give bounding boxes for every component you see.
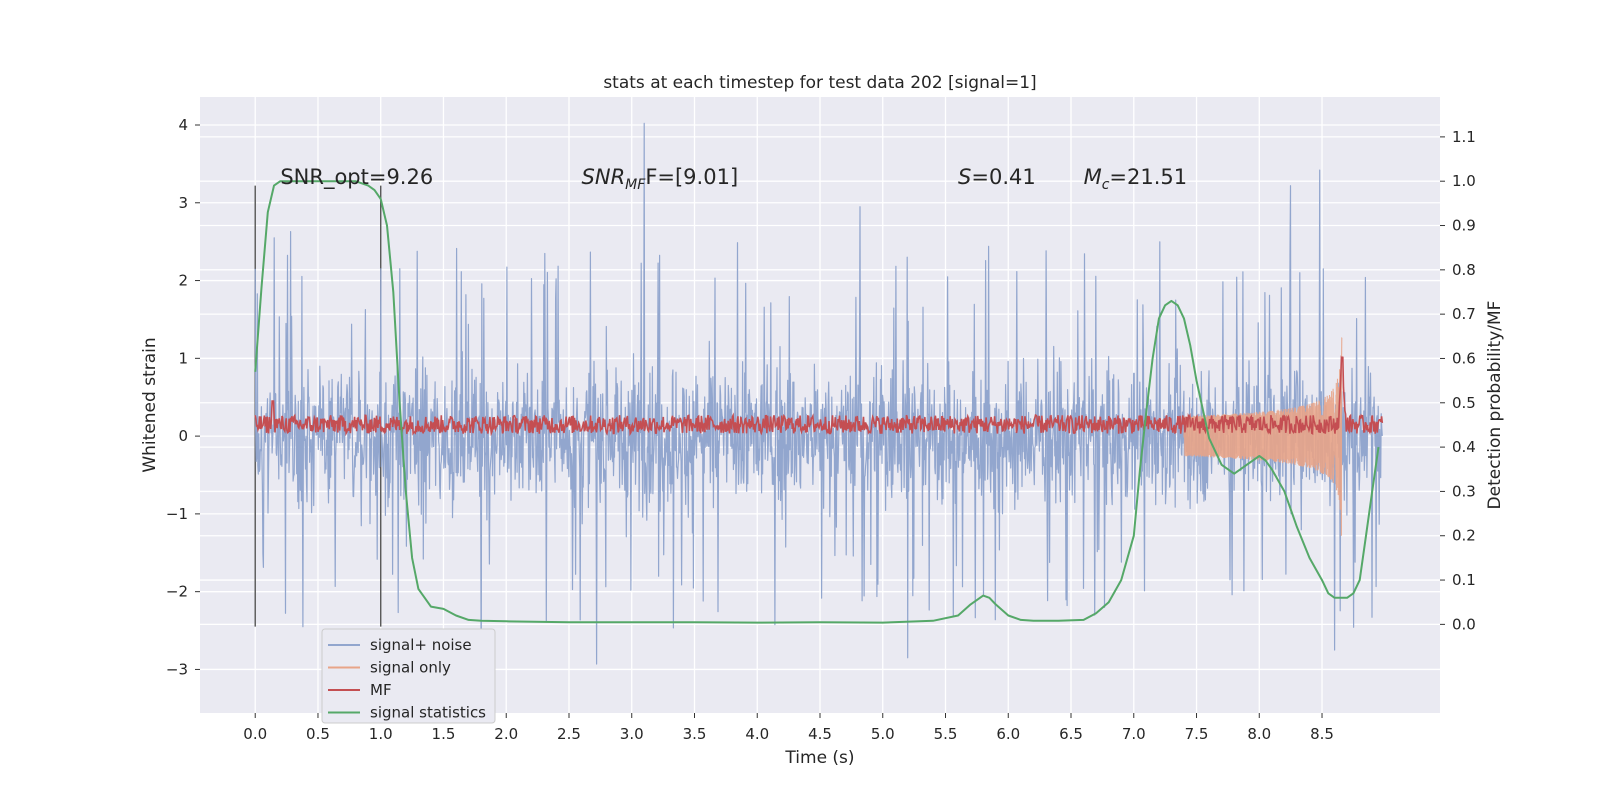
series-signal-statistics (254, 180, 1380, 624)
x-tick-label: 5.5 (934, 725, 958, 743)
annotation-snr-mf: SNRMFF=[9.01] (582, 165, 739, 193)
x-tick-label: 3.0 (620, 725, 644, 743)
x-tick-label: 3.5 (683, 725, 707, 743)
x-tick-label: 6.0 (996, 725, 1020, 743)
series-signal-noise (254, 122, 1383, 686)
x-axis-label: Time (s) (784, 748, 854, 768)
legend-box (321, 628, 496, 724)
y2-tick-label: 0.0 (1452, 615, 1476, 633)
x-tick-label: 2.5 (557, 725, 581, 743)
y-tick-label: −1 (166, 505, 188, 523)
y2-tick-label: 1.1 (1452, 128, 1476, 146)
noise-trace (254, 122, 1383, 686)
chart-title: stats at each timestep for test data 202… (603, 73, 1036, 93)
signal-trace (1183, 337, 1343, 536)
annotation-mc-value: =21.51 (1109, 165, 1187, 189)
y-tick-label: 4 (178, 116, 188, 134)
y-tick-label: −3 (166, 660, 188, 678)
y2-axis-label: Detection probability/MF (1485, 301, 1505, 510)
mf-trace (254, 355, 1384, 437)
x-tick-label: 2.0 (494, 725, 518, 743)
annotation-snr-opt: SNR_opt=9.26 (280, 165, 433, 190)
annotation-mc-sub: c (1102, 177, 1110, 193)
y-axis-label: Whitened strain (140, 337, 160, 472)
y-tick-label: 0 (178, 427, 188, 445)
y2-tick-label: 0.2 (1452, 527, 1476, 545)
x-tick-label: 1.0 (369, 725, 393, 743)
y2-tick-label: 0.9 (1452, 217, 1476, 235)
annotation-s: S=0.41 (958, 165, 1036, 189)
y2-tick-label: 0.6 (1452, 349, 1476, 367)
annotation-snr-mf-label: SNR (582, 165, 626, 189)
legend-label: signal statistics (370, 704, 486, 722)
y-tick-label: 1 (178, 349, 188, 367)
annotation-s-label: S (958, 165, 971, 189)
series-mf (254, 355, 1384, 437)
legend-label: signal only (370, 659, 451, 677)
x-tick-label: 8.5 (1310, 725, 1334, 743)
annotation-mc-label: M (1084, 165, 1102, 189)
annotation-s-value: =0.41 (971, 165, 1035, 189)
y-tick-label: 3 (178, 194, 188, 212)
x-tick-label: 7.5 (1185, 725, 1209, 743)
x-tick-label: 6.5 (1059, 725, 1083, 743)
legend-label: signal+ noise (370, 636, 472, 654)
y-tick-label: −2 (166, 583, 188, 601)
x-tick-label: 1.5 (432, 725, 456, 743)
y2-tick-label: 0.5 (1452, 394, 1476, 412)
x-tick-label: 4.0 (745, 725, 769, 743)
axes-ticks: 0.0 0.5 1.0 1.5 2.0 2.5 3.0 3.5 4.0 4.5 5.0 5.5 6.0 6… (166, 116, 1476, 743)
legend: signal+ noise signal only MF signal statist… (321, 628, 496, 724)
y-tick-label: 2 (178, 272, 188, 290)
y2-tick-label: 0.3 (1452, 482, 1476, 500)
annotation-snr-mf-tail: F=[9.01] (645, 165, 738, 189)
x-tick-label: 4.5 (808, 725, 832, 743)
y2-tick-label: 0.7 (1452, 305, 1476, 323)
x-tick-label: 0.0 (243, 725, 267, 743)
x-tick-label: 0.5 (306, 725, 330, 743)
annotation-mc: Mc=21.51 (1084, 165, 1188, 193)
y2-tick-label: 0.8 (1452, 261, 1476, 279)
signal-statistics-line (254, 180, 1380, 624)
x-tick-label: 5.0 (871, 725, 895, 743)
series-signal-only (1183, 337, 1343, 536)
annotation-snr-mf-sub: MF (625, 177, 646, 193)
legend-label: MF (370, 681, 392, 699)
x-tick-label: 8.0 (1247, 725, 1271, 743)
y2-tick-label: 1.0 (1452, 172, 1476, 190)
x-tick-label: 7.0 (1122, 725, 1146, 743)
y2-tick-label: 0.1 (1452, 571, 1476, 589)
y2-tick-label: 0.4 (1452, 438, 1476, 456)
